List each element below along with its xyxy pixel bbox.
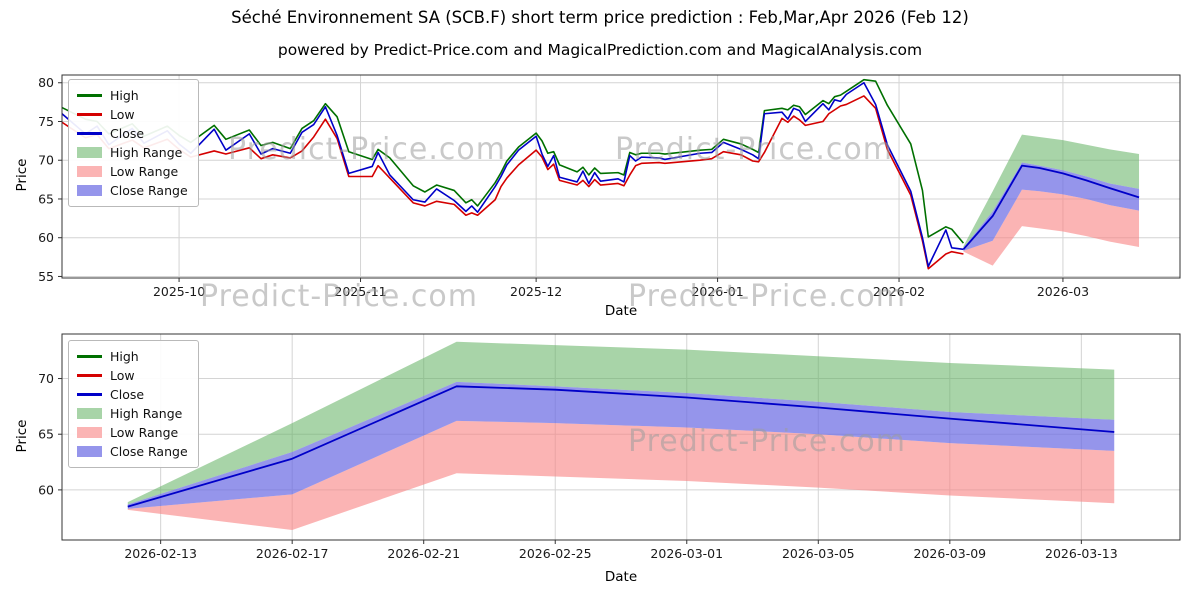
legend-item: Close Range — [77, 442, 188, 461]
x-tick-label: 2026-03-13 — [1045, 546, 1118, 561]
legend-item: Low — [77, 366, 188, 385]
legend-item: High Range — [77, 404, 188, 423]
low-range-patch-swatch — [77, 166, 102, 177]
x-tick-label: 2026-02 — [873, 284, 925, 299]
x-tick-label: 2026-03 — [1037, 284, 1089, 299]
x-tick-label: 2026-03-05 — [782, 546, 855, 561]
forecast-close-line — [127, 385, 1115, 508]
legend-label: High — [110, 349, 139, 364]
forecast-detail: 2026-02-13 2026-02-17 2026-02-21 2026-02-25… — [38, 333, 1181, 561]
close-range-patch-swatch — [77, 446, 102, 457]
legend-item: Close Range — [77, 181, 188, 200]
legend-item: High — [77, 86, 188, 105]
legend-item: Close — [77, 385, 188, 404]
price-history-with-forecast: 2025-10 2025-11 2025-12 2026-01 2026-02 2026-… — [38, 74, 1181, 299]
page-title: Séché Environnement SA (SCB.F) short ter… — [231, 8, 969, 27]
close-range-patch-swatch — [77, 185, 102, 196]
y-tick-label: 55 — [38, 269, 54, 284]
legend-top-chart: High Low Close High Range Low Range Clos… — [68, 79, 199, 207]
x-tick-label: 2025-12 — [510, 284, 562, 299]
legend-label: High — [110, 88, 139, 103]
close-line — [61, 81, 964, 268]
low-line — [61, 95, 964, 270]
low-line-swatch — [77, 113, 102, 116]
low-range-patch-swatch — [77, 427, 102, 438]
y-tick-label: 65 — [38, 427, 54, 442]
legend-item: High Range — [77, 143, 188, 162]
close-range-band — [127, 381, 1115, 509]
x-tick-label: 2026-02-25 — [519, 546, 592, 561]
low-line-swatch — [77, 374, 102, 377]
legend-bottom-chart: High Low Close High Range Low Range Clos… — [68, 340, 199, 468]
legend-label: Low — [110, 107, 135, 122]
plot-border — [61, 74, 1181, 279]
x-tick-label: 2026-02-21 — [387, 546, 460, 561]
x-tick-label: 2025-11 — [334, 284, 386, 299]
y-tick-label: 80 — [38, 75, 54, 90]
y-axis-label-bottom: Price — [14, 419, 30, 453]
legend-item: High — [77, 347, 188, 366]
x-axis-label-bottom: Date — [604, 569, 638, 585]
close-range-band — [963, 162, 1140, 251]
close-line-swatch — [77, 132, 102, 135]
x-tick-label: 2026-02-17 — [256, 546, 329, 561]
forecast-close-line — [962, 164, 1140, 250]
plot-border — [61, 333, 1181, 541]
x-tick-label: 2026-01 — [691, 284, 743, 299]
legend-label: Low — [110, 368, 135, 383]
legend-label: High Range — [110, 406, 183, 421]
high-line-swatch — [77, 94, 102, 97]
legend-item: Low Range — [77, 162, 188, 181]
legend-label: Low Range — [110, 164, 179, 179]
y-axis-label-top: Price — [14, 158, 30, 192]
high-line-swatch — [77, 355, 102, 358]
page-subtitle: powered by Predict-Price.com and Magical… — [277, 41, 923, 59]
y-tick-label: 60 — [38, 482, 54, 497]
x-axis-label-top: Date — [604, 303, 638, 319]
close-line-swatch — [77, 393, 102, 396]
y-tick-label: 70 — [38, 371, 54, 386]
high-range-band — [963, 134, 1140, 248]
high-line — [61, 78, 965, 244]
x-tick-label: 2026-03-01 — [650, 546, 723, 561]
y-tick-label: 75 — [38, 114, 54, 129]
x-tick-label: 2025-10 — [153, 284, 205, 299]
x-tick-label: 2026-03-09 — [913, 546, 986, 561]
low-range-band — [963, 189, 1140, 266]
legend-label: Close — [110, 126, 145, 141]
legend-label: Close — [110, 387, 145, 402]
legend-label: Close Range — [110, 444, 188, 459]
high-range-band — [127, 341, 1115, 505]
legend-label: Close Range — [110, 183, 188, 198]
y-tick-label: 70 — [38, 153, 54, 168]
legend-label: Low Range — [110, 425, 179, 440]
x-tick-label: 2026-02-13 — [124, 546, 197, 561]
y-tick-label: 65 — [38, 191, 54, 206]
y-tick-label: 60 — [38, 230, 54, 245]
high-range-patch-swatch — [77, 408, 102, 419]
legend-item: Low Range — [77, 423, 188, 442]
legend-label: High Range — [110, 145, 183, 160]
legend-item: Low — [77, 105, 188, 124]
low-range-band — [127, 420, 1115, 530]
high-range-patch-swatch — [77, 147, 102, 158]
legend-item: Close — [77, 124, 188, 143]
